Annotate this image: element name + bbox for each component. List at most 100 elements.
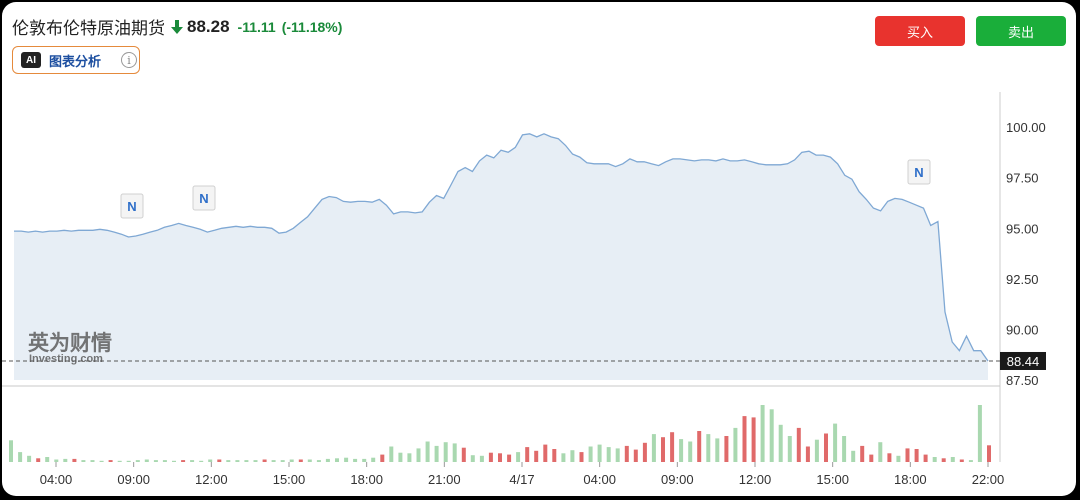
volume-bar (896, 455, 901, 462)
volume-bar (371, 457, 376, 462)
instrument-header: 伦敦布伦特原油期货 88.28 -11.11 (-11.18%) (12, 14, 342, 39)
watermark: 英为财情 Investing.com (28, 331, 112, 365)
volume-bar (498, 453, 502, 462)
instrument-title: 伦敦布伦特原油期货 (12, 19, 165, 38)
x-tick-label: 09:00 (117, 472, 150, 487)
x-tick-label: 15:00 (273, 472, 306, 487)
y-tick-label: 97.50 (1006, 171, 1039, 186)
volume-bar (452, 443, 457, 462)
volume-bar (353, 458, 358, 462)
price-change: -11.11 (237, 18, 276, 35)
volume-bar (914, 449, 919, 462)
volume-bar (416, 448, 421, 462)
y-tick-label: 95.00 (1006, 221, 1039, 236)
volume-bar (344, 457, 349, 462)
volume-bar (72, 458, 77, 462)
svg-text:Investing.com: Investing.com (29, 353, 103, 365)
volume-bar (172, 460, 176, 462)
volume-bar (18, 452, 23, 462)
volume-bar (190, 460, 195, 462)
svg-text:N: N (127, 199, 136, 214)
x-tick-label: 04:00 (40, 472, 73, 487)
x-tick-label: 18:00 (350, 472, 383, 487)
volume-bar (633, 449, 638, 462)
volume-bar (679, 439, 684, 462)
svg-text:N: N (914, 165, 923, 180)
volume-bar (751, 417, 756, 462)
news-marker[interactable]: N (907, 159, 931, 185)
buy-button[interactable]: 买入 (875, 16, 965, 46)
volume-bar (778, 424, 783, 462)
x-tick-label: 04:00 (583, 472, 616, 487)
info-icon[interactable]: i (121, 52, 137, 68)
volume-bar (307, 459, 312, 462)
volume-bar (488, 452, 493, 462)
volume-bar (552, 449, 557, 462)
volume-bar (325, 458, 330, 462)
volume-bar (90, 460, 95, 462)
volume-bar (615, 448, 620, 462)
volume-bar (824, 433, 828, 462)
volume-bar (787, 436, 792, 462)
svg-text:英为财情: 英为财情 (28, 331, 112, 355)
volume-bar (661, 437, 665, 462)
volume-bar (950, 457, 955, 462)
volume-bar (860, 445, 865, 462)
volume-bar (742, 416, 747, 462)
x-tick-label: 09:00 (661, 472, 694, 487)
news-marker[interactable]: N (120, 193, 144, 219)
volume-bar (887, 453, 892, 462)
volume-bar (108, 460, 113, 462)
volume-bars (9, 405, 991, 462)
volume-bar (543, 444, 548, 462)
svg-text:N: N (199, 191, 208, 206)
volume-bar (479, 455, 484, 462)
volume-bar (588, 446, 593, 462)
volume-bar (833, 423, 838, 462)
volume-bar (27, 455, 32, 462)
volume-bar (760, 405, 765, 462)
volume-bar (362, 458, 367, 462)
volume-bar (977, 405, 982, 462)
volume-bar (579, 452, 584, 462)
volume-bar (262, 459, 267, 462)
volume-bar (335, 458, 339, 462)
price-change-percent: (-11.18%) (281, 18, 343, 35)
volume-bar (208, 459, 213, 462)
news-marker[interactable]: N (192, 185, 216, 211)
volume-bar (516, 452, 521, 462)
volume-bar (181, 460, 186, 462)
chart-analysis-label: 图表分析 (49, 53, 102, 69)
volume-bar (298, 459, 303, 462)
volume-bar (923, 454, 928, 462)
volume-bar (878, 442, 883, 462)
volume-bar (117, 460, 122, 462)
volume-bar (869, 454, 874, 462)
volume-bar (624, 445, 629, 462)
x-tick-label: 21:00 (428, 472, 461, 487)
volume-bar (642, 442, 647, 462)
x-tick-label: 18:00 (894, 472, 927, 487)
volume-bar (126, 460, 131, 462)
svg-text:88.44: 88.44 (1007, 354, 1040, 369)
y-axis: 100.00 97.50 95.00 92.50 90.00 87.50 (1006, 120, 1046, 388)
price-area (14, 133, 988, 380)
volume-bar (670, 432, 675, 462)
volume-bar (144, 459, 149, 462)
ai-icon: AI (21, 52, 41, 68)
current-price-label: 88.44 (1000, 351, 1046, 370)
volume-bar (597, 444, 602, 462)
y-tick-label: 90.00 (1006, 322, 1039, 337)
volume-bar (697, 431, 702, 462)
x-tick-label: 22:00 (972, 472, 1005, 487)
chart-analysis-button[interactable]: AI 图表分析 (12, 46, 140, 74)
volume-bar (99, 460, 104, 462)
x-tick-label: 4/17 (509, 472, 534, 487)
sell-button[interactable]: 卖出 (976, 16, 1066, 46)
volume-bar (561, 453, 566, 462)
volume-bar (217, 459, 222, 462)
volume-bar (706, 434, 711, 462)
volume-bar (842, 436, 847, 462)
